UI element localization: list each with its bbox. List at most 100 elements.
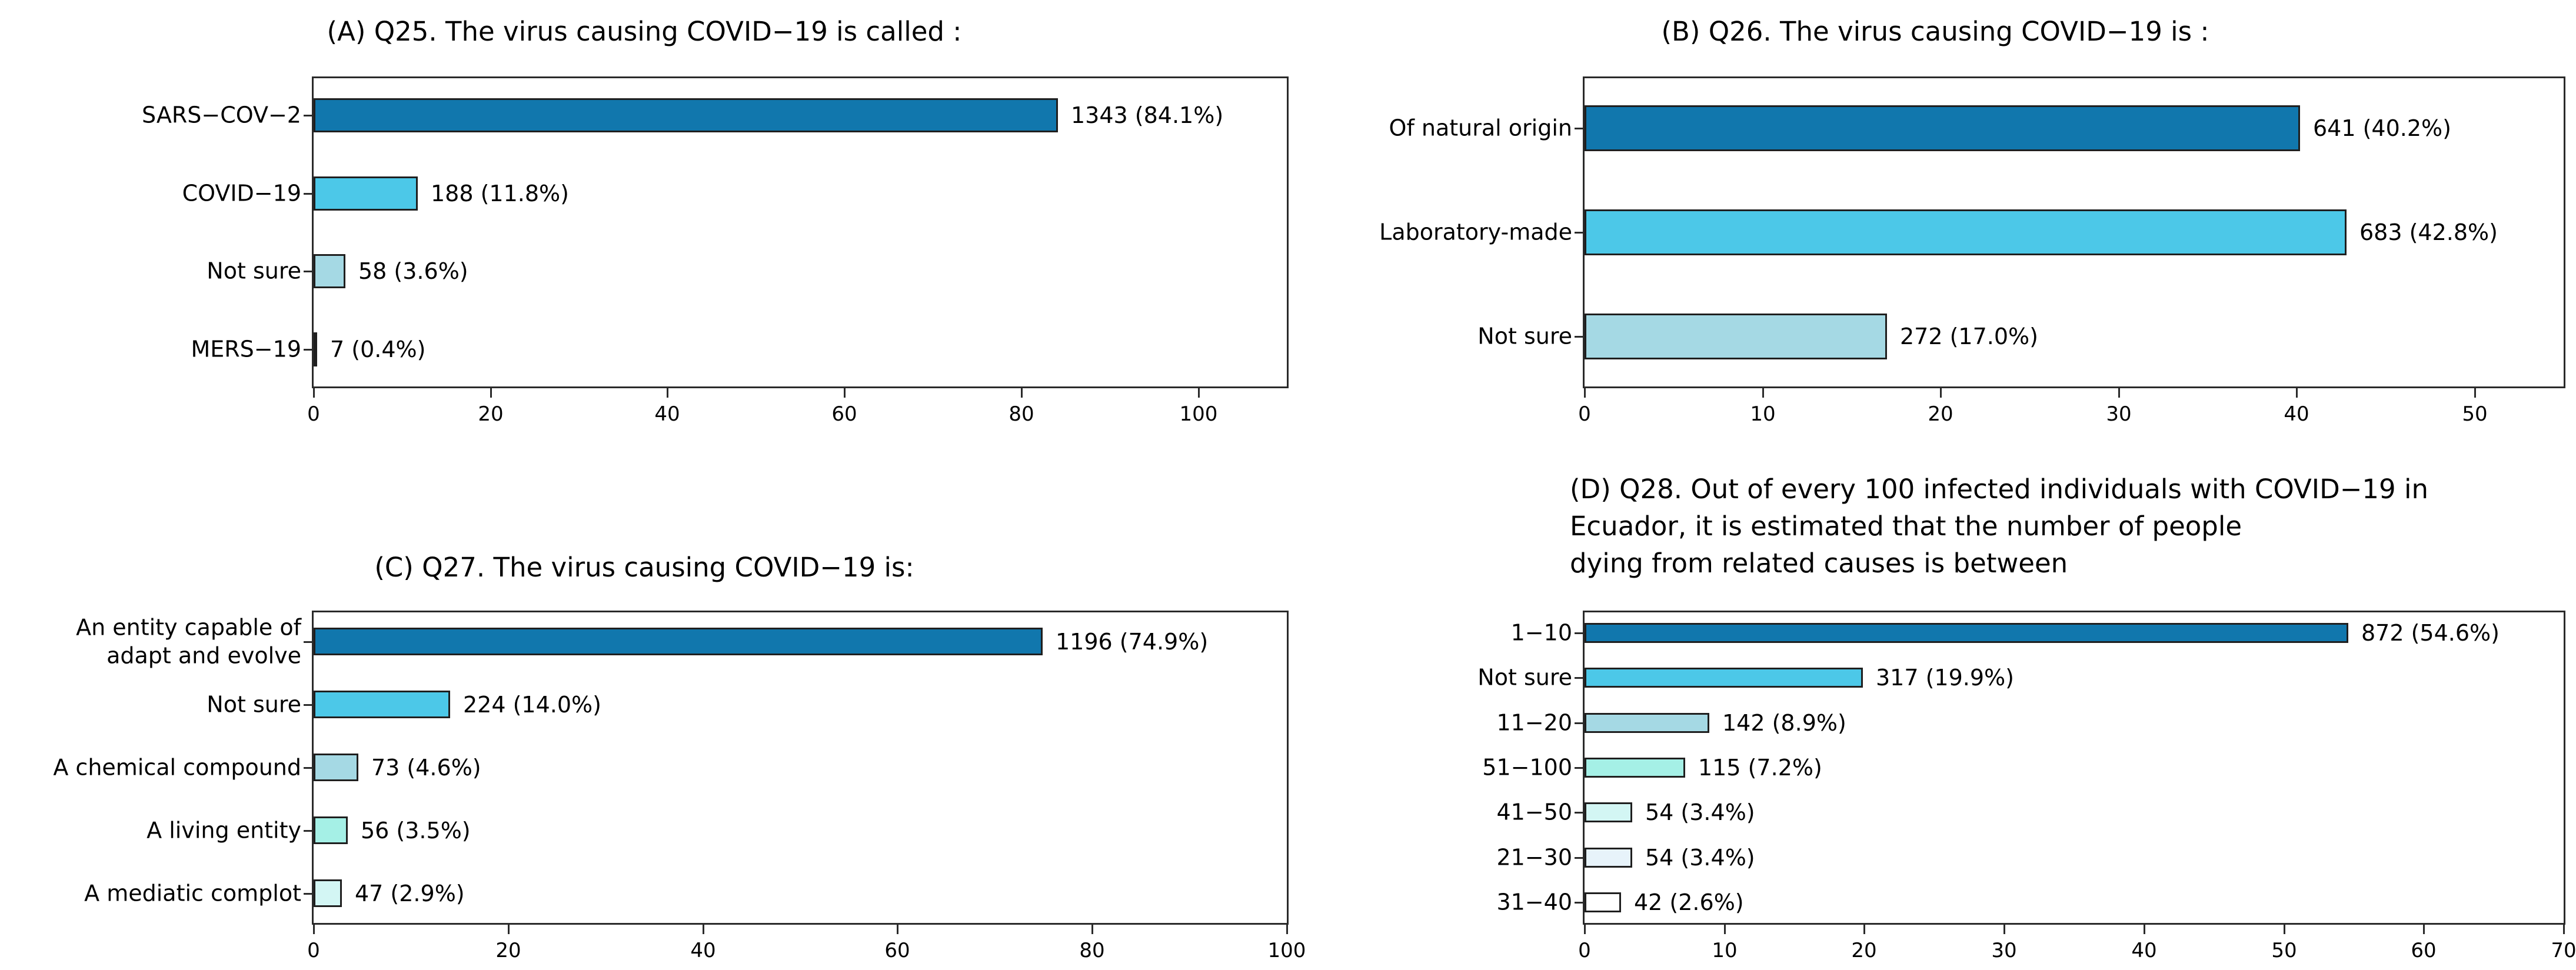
value-label: 54 (3.4%) [1645,845,1755,871]
value-label: 272 (17.0%) [1900,324,2038,349]
x-tick [1940,388,1942,398]
x-tick-label: 40 [2131,939,2157,962]
bar-a-1 [314,176,418,211]
x-tick [1198,388,1200,398]
y-tick [1575,336,1583,338]
x-tick [1584,388,1586,398]
axes-panel-a: 1343 (84.1%) 188 (11.8%) 58 (3.6%) 7 (0.4%) [312,76,1289,388]
bar-d-2 [1585,713,1709,733]
x-tick [1762,388,1764,398]
y-tick [1575,128,1583,129]
bar-d-1 [1585,668,1863,688]
x-tick-label: 0 [1578,939,1591,962]
value-label: 115 (7.2%) [1698,755,1822,781]
y-tick [304,193,312,195]
category-label: Not sure [1477,664,1572,691]
bar-a-3 [314,332,317,366]
category-label: COVID−19 [182,180,301,206]
x-tick [2003,925,2005,934]
x-tick-label: 80 [1009,402,1034,426]
value-label: 56 (3.5%) [361,818,471,844]
x-tick [2474,388,2476,398]
x-tick [313,925,315,934]
x-tick-label: 30 [1991,939,2017,962]
category-label: Not sure [207,691,301,718]
category-label: Of natural origin [1389,115,1572,141]
category-label: MERS−19 [191,336,301,362]
bar-c-4 [314,879,342,907]
category-label: 21−30 [1496,844,1572,871]
value-label: 73 (4.6%) [371,755,481,781]
x-tick-label: 50 [2271,939,2297,962]
x-tick [508,925,510,934]
x-tick-label: 0 [1578,402,1591,426]
category-label: 11−20 [1496,709,1572,736]
x-tick [897,925,898,934]
category-label: Not sure [1477,323,1572,349]
x-tick [2118,388,2120,398]
x-tick [1584,925,1586,934]
category-label: 51−100 [1482,754,1572,781]
y-tick [304,893,312,895]
x-tick [1091,925,1093,934]
x-tick-label: 0 [307,402,320,426]
bar-a-0 [314,98,1058,132]
value-label: 188 (11.8%) [431,181,569,206]
y-tick [304,830,312,832]
x-tick [844,388,846,398]
bar-c-0 [314,628,1043,655]
axes-panel-c: 1196 (74.9%) 224 (14.0%) 73 (4.6%) 56 (3.5%… [312,611,1289,925]
x-tick [2296,388,2298,398]
bar-c-2 [314,754,358,781]
x-tick [1021,388,1023,398]
x-tick-label: 40 [690,939,716,962]
x-tick-label: 70 [2551,939,2576,962]
x-tick [2284,925,2285,934]
value-label: 58 (3.6%) [358,258,468,284]
y-tick [1575,767,1583,769]
y-tick [1575,632,1583,634]
bar-c-3 [314,816,348,844]
x-tick [1286,925,1288,934]
category-label: 41−50 [1496,799,1572,825]
x-tick-label: 10 [1712,939,1738,962]
y-tick [1575,812,1583,814]
bar-d-0 [1585,623,2348,643]
bar-b-2 [1585,314,1887,359]
value-label: 641 (40.2%) [2313,115,2451,141]
value-label: 872 (54.6%) [2361,620,2500,646]
value-label: 1196 (74.9%) [1056,629,1209,655]
x-tick [313,388,315,398]
value-label: 317 (19.9%) [1876,665,2014,691]
x-tick-label: 40 [654,402,680,426]
value-label: 1343 (84.1%) [1071,102,1224,128]
x-tick-label: 80 [1079,939,1105,962]
category-label: Not sure [207,258,301,284]
y-tick [304,641,312,643]
y-tick [304,767,312,769]
y-tick [1575,722,1583,724]
panel-b-title: (B) Q26. The virus causing COVID−19 is : [1661,16,2209,47]
x-tick [490,388,492,398]
bar-d-3 [1585,758,1685,778]
category-label: 1−10 [1510,619,1572,646]
value-label: 47 (2.9%) [355,881,465,906]
x-tick-label: 60 [831,402,857,426]
x-tick [2423,925,2425,934]
bar-d-6 [1585,892,1621,912]
bar-d-5 [1585,848,1632,868]
x-tick [1724,925,1726,934]
category-label: An entity capable of adapt and evolve [76,614,301,669]
y-tick [1575,857,1583,859]
value-label: 42 (2.6%) [1634,889,1744,915]
value-label: 54 (3.4%) [1645,799,1755,825]
value-label: 142 (8.9%) [1722,710,1846,736]
bar-a-2 [314,254,345,288]
axes-panel-b: 641 (40.2%) 683 (42.8%) 272 (17.0%) [1583,76,2565,388]
value-label: 7 (0.4%) [330,336,426,362]
x-tick-label: 20 [1851,939,1877,962]
category-label: A living entity [147,817,301,844]
x-tick-label: 100 [1267,939,1306,962]
y-tick [304,271,312,272]
category-label: SARS−COV−2 [142,102,301,128]
